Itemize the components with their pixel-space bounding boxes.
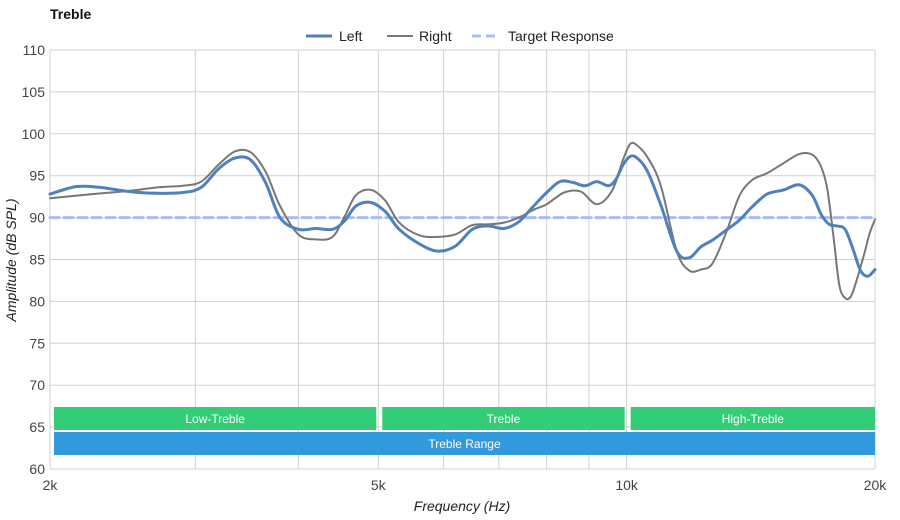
band-label: Treble bbox=[487, 412, 521, 426]
y-tick-label: 65 bbox=[29, 419, 45, 435]
series-line-left bbox=[48, 154, 877, 278]
x-axis-ticks: 2k 5k 10k 20k bbox=[43, 477, 888, 493]
y-tick-label: 100 bbox=[22, 126, 46, 142]
band-high-treble bbox=[630, 407, 875, 430]
y-tick-label: 95 bbox=[29, 168, 45, 184]
y-tick-label: 90 bbox=[29, 210, 45, 226]
legend-label: Right bbox=[419, 28, 452, 44]
y-tick-label: 60 bbox=[29, 461, 45, 477]
y-tick-label: 75 bbox=[29, 335, 45, 351]
chart-title: Treble bbox=[50, 6, 91, 22]
range-bands: Low-Treble Treble High-Treble Treble Range bbox=[54, 407, 875, 455]
series-line-right bbox=[49, 141, 876, 301]
x-tick-label: 20k bbox=[864, 477, 888, 493]
y-tick-label: 80 bbox=[29, 293, 45, 309]
y-axis-ticks: 60 65 70 75 80 85 90 95 100 105 110 bbox=[22, 42, 46, 477]
y-tick-label: 85 bbox=[29, 252, 45, 268]
x-tick-label: 5k bbox=[371, 477, 387, 493]
x-axis-label: Frequency (Hz) bbox=[414, 498, 510, 514]
y-axis-label: Amplitude (dB SPL) bbox=[3, 199, 19, 323]
x-tick-label: 10k bbox=[615, 477, 639, 493]
x-tick-label: 2k bbox=[43, 477, 59, 493]
band-label: Treble Range bbox=[428, 437, 501, 451]
band-treble-range bbox=[54, 432, 875, 455]
legend-label: Left bbox=[339, 28, 362, 44]
series-lines bbox=[48, 141, 877, 301]
band-treble bbox=[382, 407, 625, 430]
band-low-treble bbox=[54, 407, 377, 430]
y-tick-label: 70 bbox=[29, 377, 45, 393]
y-tick-label: 105 bbox=[22, 84, 46, 100]
band-label: Low-Treble bbox=[185, 412, 245, 426]
legend: Left Right Target Response bbox=[306, 28, 614, 44]
legend-label: Target Response bbox=[508, 28, 614, 44]
y-tick-label: 110 bbox=[23, 42, 46, 58]
band-label: High-Treble bbox=[722, 412, 785, 426]
